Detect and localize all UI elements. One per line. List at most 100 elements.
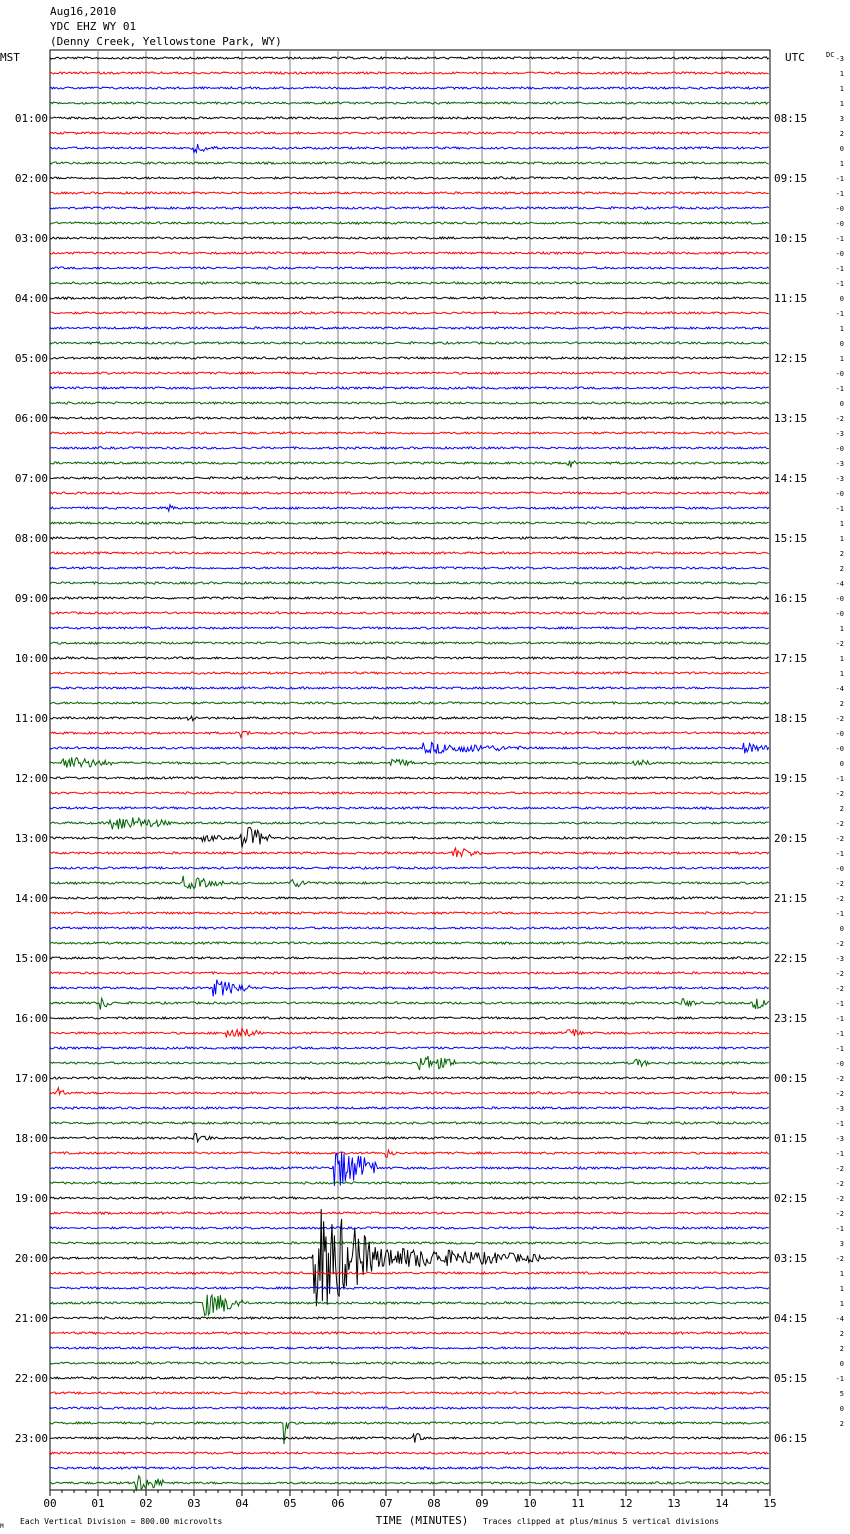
utc-hour-label: 23:15 [774, 1012, 807, 1025]
dc-offset: -0 [836, 595, 844, 603]
seismic-trace-80 [49, 1240, 770, 1245]
dc-offset: -0 [836, 730, 844, 738]
utc-hour-label: 11:15 [774, 292, 807, 305]
seismic-trace-10 [49, 190, 769, 195]
utc-hour-label: 18:15 [774, 712, 807, 725]
seismic-trace-72 [49, 1120, 770, 1125]
x-tick-label: 01 [91, 1497, 104, 1510]
mst-hour-label: 23:00 [15, 1432, 48, 1445]
utc-hour-label: 03:15 [774, 1252, 807, 1265]
seismic-trace-90 [49, 1390, 770, 1396]
seismic-trace-45 [49, 714, 769, 722]
dc-offset: 2 [840, 565, 844, 573]
seismic-trace-81 [49, 1208, 770, 1307]
dc-offset: -3 [836, 55, 844, 63]
seismic-trace-1 [49, 55, 770, 61]
mst-hour-label: 07:00 [15, 472, 48, 485]
mst-hour-label: 18:00 [15, 1132, 48, 1145]
seismic-trace-66 [49, 1026, 769, 1038]
seismic-trace-58 [49, 910, 769, 915]
seismic-trace-83 [49, 1285, 770, 1291]
seismic-trace-75 [50, 1151, 770, 1186]
x-tick-label: 09 [475, 1497, 488, 1510]
dc-offset: 2 [840, 1420, 844, 1428]
dc-offset: 2 [840, 700, 844, 708]
dc-offset: 5 [840, 1390, 844, 1398]
mst-hour-label: 01:00 [15, 112, 48, 125]
utc-hour-label: 15:15 [774, 532, 807, 545]
dc-offset: 0 [840, 145, 844, 153]
mst-hour-label: 22:00 [15, 1372, 48, 1385]
scale-note: Each Vertical Division = 800.00 microvol… [20, 1517, 222, 1526]
utc-hour-label: 00:15 [774, 1072, 807, 1085]
utc-hour-label: 13:15 [774, 412, 807, 425]
seismic-trace-8 [49, 161, 769, 166]
seismic-trace-24 [49, 401, 770, 406]
seismic-trace-77 [49, 1196, 769, 1201]
mst-hour-label: 14:00 [15, 892, 48, 905]
dc-offset: -0 [836, 445, 844, 453]
dc-offset: -2 [836, 820, 844, 828]
seismic-trace-20 [49, 340, 769, 345]
seismic-trace-6 [49, 131, 770, 136]
dc-offset: -2 [836, 1090, 844, 1098]
seismic-trace-37 [49, 595, 769, 600]
dc-offset: -3 [836, 1105, 844, 1113]
dc-label: DC [826, 51, 834, 59]
seismic-trace-41 [49, 656, 769, 661]
dc-offset: 0 [840, 925, 844, 933]
dc-offset: -1 [836, 1375, 844, 1383]
seismic-trace-28 [49, 460, 769, 468]
dc-offset: -1 [836, 1150, 844, 1158]
seismic-trace-9 [49, 176, 770, 181]
time-labels: MST UTC 01:00 02:00 03:00 04:00 05:00 06:00 07:0… [0, 51, 807, 1445]
dc-offset: -1 [836, 385, 844, 393]
dc-offset: 0 [840, 1360, 844, 1368]
dc-offset: -0 [836, 220, 844, 228]
dc-offset: -4 [836, 685, 844, 693]
x-tick-label: 02 [139, 1497, 152, 1510]
dc-offset: -1 [836, 280, 844, 288]
x-tick-label: 15 [763, 1497, 776, 1510]
dc-offset: 0 [840, 1405, 844, 1413]
dc-offset: -1 [836, 1120, 844, 1128]
seismic-trace-96 [49, 1474, 770, 1492]
utc-hour-label: 21:15 [774, 892, 807, 905]
utc-hour-label: 20:15 [774, 832, 807, 845]
dc-offset: 2 [840, 550, 844, 558]
seismic-trace-25 [49, 416, 769, 421]
seismic-trace-55 [49, 865, 769, 870]
dc-offset: -1 [836, 235, 844, 243]
seismic-trace-15 [49, 266, 770, 271]
mst-hour-label: 17:00 [15, 1072, 48, 1085]
utc-hour-label: 08:15 [774, 112, 807, 125]
minute-gridlines [97, 50, 723, 1490]
dc-offset: -4 [836, 1315, 844, 1323]
seismic-trace-63 [49, 979, 770, 997]
seismic-trace-11 [49, 205, 770, 210]
dc-offset: -1 [836, 910, 844, 918]
x-axis-title: TIME (MINUTES) [376, 1514, 469, 1527]
dc-offset: 2 [840, 130, 844, 138]
seismic-trace-30 [49, 490, 770, 495]
utc-hour-label: 02:15 [774, 1192, 807, 1205]
seismic-trace-57 [49, 895, 769, 901]
dc-offset: -3 [836, 1135, 844, 1143]
seismic-trace-78 [49, 1211, 769, 1216]
dc-offset: -2 [836, 790, 844, 798]
utc-hour-label: 05:15 [774, 1372, 807, 1385]
dc-offset: 3 [840, 115, 844, 123]
seismic-trace-76 [49, 1181, 769, 1186]
seismic-trace-14 [49, 250, 769, 255]
dc-offset: 2 [840, 805, 844, 813]
seismic-trace-49 [49, 775, 770, 780]
utc-hour-label: 01:15 [774, 1132, 807, 1145]
dc-offset: -1 [836, 1015, 844, 1023]
dc-offset: -2 [836, 940, 844, 948]
seismic-trace-65 [49, 1015, 770, 1020]
dc-offset: 2 [840, 1345, 844, 1353]
dc-offset: 1 [840, 325, 844, 333]
dc-offset: -2 [836, 985, 844, 993]
seismic-trace-19 [49, 325, 769, 330]
seismic-trace-35 [49, 566, 769, 570]
